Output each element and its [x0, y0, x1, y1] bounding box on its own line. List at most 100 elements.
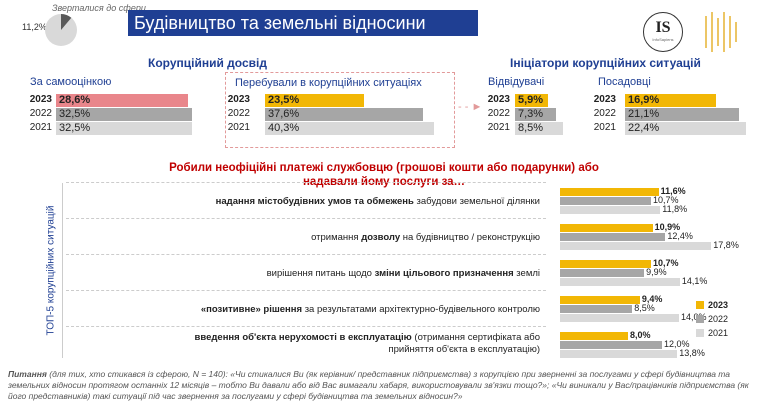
bar-2022	[560, 269, 645, 277]
label-part: за результатами архітектурно-будівельног…	[302, 304, 540, 315]
bar-2021	[625, 122, 746, 135]
bar-value: 28,6%	[59, 94, 91, 106]
initiators-title: Ініціатори корупційних ситуацій	[510, 56, 701, 70]
bar-2021	[560, 350, 678, 358]
pie-label: Зверталися до сфери	[52, 3, 146, 13]
bar-value: 22,4%	[628, 122, 660, 134]
label-part: вирішення питань щодо	[266, 268, 375, 279]
bar-2021	[560, 206, 661, 214]
bar-value: 14,0%	[681, 312, 707, 322]
bar-value: 14,1%	[681, 276, 708, 286]
pie-slice	[61, 14, 72, 30]
group-label: Перебували в корупційних ситуаціях	[235, 77, 422, 89]
group-label: Відвідувачі	[488, 76, 545, 88]
label-bold: введення об'єкта нерухомості в експлуата…	[194, 332, 412, 343]
situation-label: введення об'єкта нерухомості в експлуата…	[70, 332, 540, 356]
year-label: 2022	[227, 108, 250, 119]
bar-value: 40,3%	[268, 122, 300, 134]
bar-value: 12,4%	[667, 231, 693, 241]
group-label: За самооцінкою	[30, 76, 112, 88]
bar-value: 37,6%	[268, 108, 300, 120]
logo-subtext: InfoSapiens	[652, 37, 674, 42]
bar-value: 12,0%	[664, 339, 690, 349]
bar-value: 5,9%	[518, 94, 544, 106]
legend-label: 2021	[708, 328, 729, 338]
bar-2021	[560, 278, 680, 286]
bar-2023	[265, 94, 364, 107]
bar-2022	[625, 108, 739, 121]
share-pie	[45, 14, 77, 46]
question-line1: Робили неофіційні платежі службовцю (гро…	[169, 162, 599, 174]
situation-label: «позитивне» рішення за результатами архі…	[70, 304, 540, 315]
bar-2022	[515, 108, 556, 121]
situation-label: отримання дозволу на будівництво / рекон…	[70, 232, 540, 243]
bar-value: 13,8%	[679, 348, 705, 358]
legend-label: 2023	[708, 300, 729, 310]
legend-swatch	[696, 301, 704, 309]
year-label: 2023	[593, 94, 616, 105]
situation-row	[66, 182, 546, 214]
bar-2021	[560, 242, 712, 250]
bar-2023	[560, 260, 651, 268]
side-label: ТОП-5 корупційних ситуацій	[45, 205, 57, 336]
label-part: (отримання сертифіката або	[411, 332, 540, 343]
year-label: 2021	[29, 122, 52, 133]
bar-2022	[560, 197, 651, 205]
group-label: Посадовці	[598, 76, 651, 88]
year-label: 2022	[29, 108, 52, 119]
year-label: 2023	[29, 94, 52, 105]
bar-2023	[56, 94, 188, 107]
bar-value: 32,5%	[59, 108, 91, 120]
year-label: 2021	[227, 122, 250, 133]
bar-2021	[515, 122, 563, 135]
bar-value: 9,4%	[641, 294, 663, 304]
bar-value: 16,9%	[628, 94, 660, 106]
label-part: на будівництво / реконструкцію	[400, 232, 540, 243]
bar-2021	[56, 122, 192, 135]
year-label: 2023	[227, 94, 250, 105]
bar-2023	[560, 188, 659, 196]
footer-note: Питання (для тих, хто стикався із сферою…	[8, 369, 763, 402]
footer-text: (для тих, хто стикався із сферою, N = 14…	[8, 369, 749, 401]
legend-label: 2022	[708, 314, 729, 324]
bar-value: 10,9%	[654, 222, 681, 232]
bar-2022	[56, 108, 192, 121]
legend-swatch	[696, 329, 704, 337]
label-part: отримання	[311, 232, 362, 243]
bar-value: 11,6%	[660, 186, 686, 196]
situation-label: надання містобудівних умов та обмежень з…	[70, 196, 540, 207]
year-label: 2022	[593, 108, 616, 119]
bar-value: 8,5%	[518, 122, 544, 134]
bar-2022	[560, 341, 662, 349]
bar-value: 23,5%	[268, 94, 300, 106]
bar-value: 8,5%	[634, 303, 655, 313]
label-part: прийняття об'єкта в експлуатацію)	[388, 344, 541, 355]
bar-value: 8,0%	[630, 330, 651, 340]
bar-value: 32,5%	[59, 122, 91, 134]
label-bold: «позитивне» рішення	[200, 304, 303, 315]
bar-2023	[560, 332, 628, 340]
situation-row	[66, 218, 546, 250]
bar-2023	[515, 94, 548, 107]
bar-2022	[560, 305, 633, 313]
year-label: 2021	[593, 122, 616, 133]
situation-row	[66, 326, 546, 358]
bar-value: 10,7%	[652, 258, 679, 268]
dashed-frame	[225, 72, 455, 148]
bar-2022	[265, 108, 423, 121]
bar-2021	[560, 314, 679, 322]
bar-2023	[560, 296, 640, 304]
arrow-right-icon: - - ►	[458, 101, 483, 113]
situation-row	[66, 254, 546, 286]
infosapiens-logo: IS InfoSapiens	[643, 12, 683, 52]
partner-logo-icon	[705, 12, 737, 52]
page-title: Будівництво та земельні відносини	[128, 10, 478, 36]
year-label: 2023	[487, 94, 510, 105]
label-part: забудови земельної ділянки	[413, 196, 540, 207]
year-label: 2022	[487, 108, 510, 119]
bar-2023	[625, 94, 717, 107]
bar-value: 11,8%	[662, 204, 688, 214]
bar-value: 9,9%	[646, 267, 667, 277]
legend-swatch	[696, 315, 704, 323]
bar-value: 17,8%	[713, 240, 739, 250]
